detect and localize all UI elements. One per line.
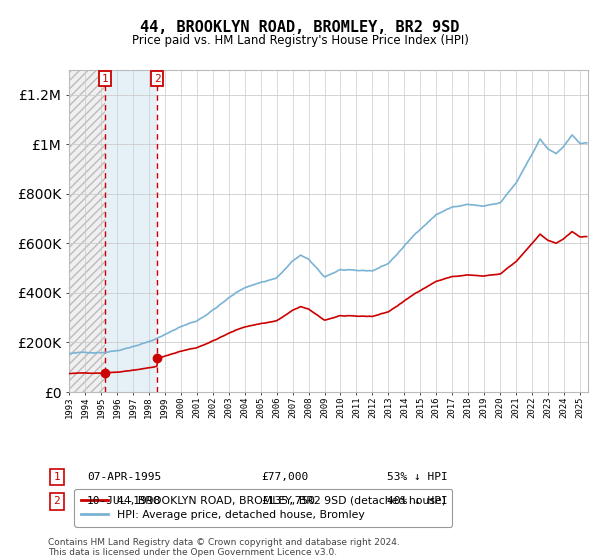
Text: 10-JUL-1998: 10-JUL-1998 (87, 496, 161, 506)
Text: 07-APR-1995: 07-APR-1995 (87, 472, 161, 482)
Text: £135,750: £135,750 (261, 496, 315, 506)
Bar (69, 70, 105, 392)
Text: 53% ↓ HPI: 53% ↓ HPI (387, 472, 448, 482)
Text: Contains HM Land Registry data © Crown copyright and database right 2024.
This d: Contains HM Land Registry data © Crown c… (48, 538, 400, 557)
Text: 2: 2 (53, 496, 61, 506)
Text: Price paid vs. HM Land Registry's House Price Index (HPI): Price paid vs. HM Land Registry's House … (131, 34, 469, 46)
Text: 44, BROOKLYN ROAD, BROMLEY, BR2 9SD: 44, BROOKLYN ROAD, BROMLEY, BR2 9SD (140, 20, 460, 35)
Text: 2: 2 (154, 74, 161, 83)
Text: 40% ↓ HPI: 40% ↓ HPI (387, 496, 448, 506)
Text: 1: 1 (102, 74, 109, 83)
Text: 1: 1 (53, 472, 61, 482)
Legend: 44, BROOKLYN ROAD, BROMLEY, BR2 9SD (detached house), HPI: Average price, detach: 44, BROOKLYN ROAD, BROMLEY, BR2 9SD (det… (74, 489, 452, 526)
Text: £77,000: £77,000 (261, 472, 308, 482)
Bar (105, 70, 157, 392)
